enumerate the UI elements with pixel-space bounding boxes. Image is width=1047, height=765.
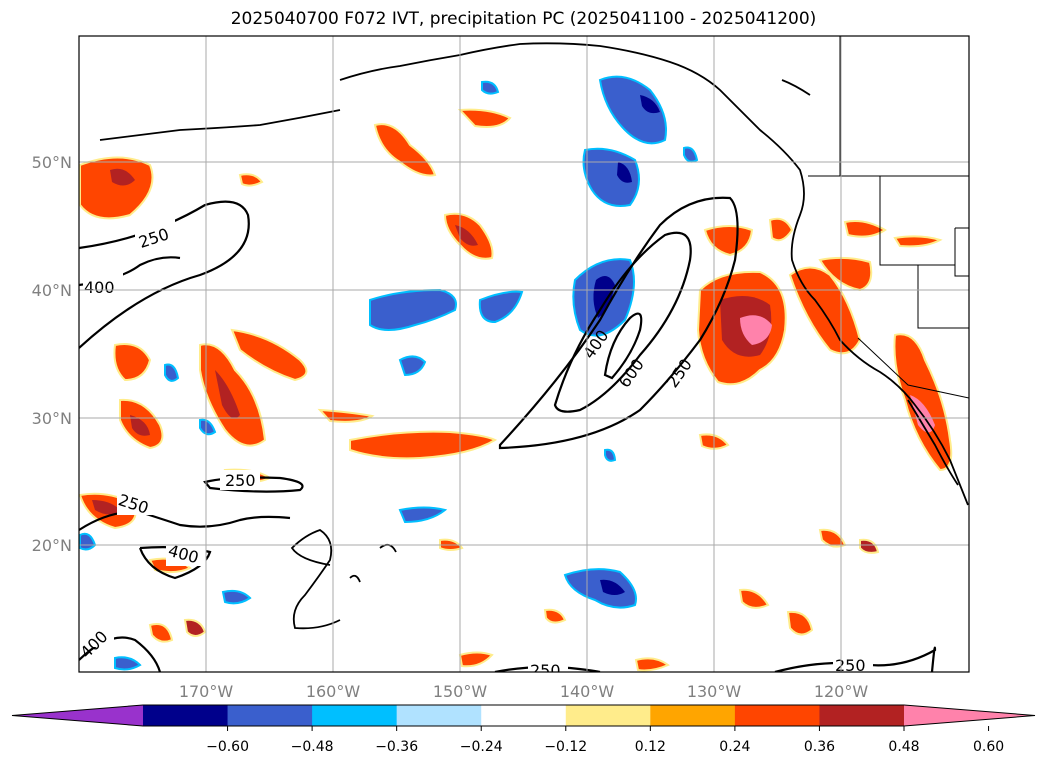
lon-label: 160°W (306, 682, 361, 701)
colorbar-segment (734, 705, 820, 726)
colorbar: −0.60 −0.48 −0.36 −0.24 −0.12 0.12 0.24 0.36 0.4… (11, 704, 1036, 755)
contour-label: 400 (84, 278, 115, 297)
lat-label: 40°N (32, 281, 72, 300)
colorbar-segment (819, 705, 905, 726)
lat-label: 20°N (32, 536, 72, 555)
colorbar-extend-min (12, 705, 143, 726)
lon-label: 120°W (814, 682, 869, 701)
contour-label: 250 (835, 656, 866, 675)
colorbar-segment (481, 705, 567, 726)
colorbar-tick-label: 0.24 (719, 739, 750, 755)
colorbar-segment (312, 705, 398, 726)
colorbar-tick-label: 0.36 (804, 739, 835, 755)
lon-label: 150°W (433, 682, 488, 701)
borders (808, 36, 969, 399)
lon-label: 170°W (179, 682, 234, 701)
colorbar-tick-label: −0.48 (291, 739, 334, 755)
colorbar-tick-label: −0.12 (544, 739, 587, 755)
colorbar-segment (565, 705, 651, 726)
colorbar-tick-label: −0.36 (375, 739, 418, 755)
colorbar-segment (143, 705, 229, 726)
colorbar-segment (650, 705, 736, 726)
precip-positive-areas (79, 108, 953, 672)
coastlines (99, 42, 969, 630)
colorbar-tick-label: −0.60 (206, 739, 249, 755)
map-background (79, 36, 969, 672)
colorbar-tick-label: −0.24 (460, 739, 503, 755)
lat-label: 50°N (32, 153, 72, 172)
gridlines (79, 36, 969, 672)
colorbar-tick-label: 0.60 (973, 739, 1004, 755)
contour-label: 250 (225, 471, 256, 490)
ivt-contour-labels: 250 400 250 250 400 400 600 250 400 250 … (79, 218, 873, 680)
longitude-labels: 170°W 160°W 150°W 140°W 130°W 120°W (179, 682, 869, 701)
lat-label: 30°N (32, 409, 72, 428)
contour-label: 250 (530, 661, 561, 680)
colorbar-segment (227, 705, 313, 726)
lon-label: 130°W (687, 682, 742, 701)
colorbar-tick-label: 0.12 (635, 739, 666, 755)
colorbar-tick-label: 0.48 (888, 739, 919, 755)
colorbar-extend-max (904, 705, 1035, 726)
map-title: 2025040700 F072 IVT, precipitation PC (2… (230, 9, 817, 29)
colorbar-segment (396, 705, 482, 726)
latitude-labels: 50°N 40°N 30°N 20°N (32, 153, 72, 555)
lon-label: 140°W (560, 682, 615, 701)
map-frame (78, 35, 970, 673)
